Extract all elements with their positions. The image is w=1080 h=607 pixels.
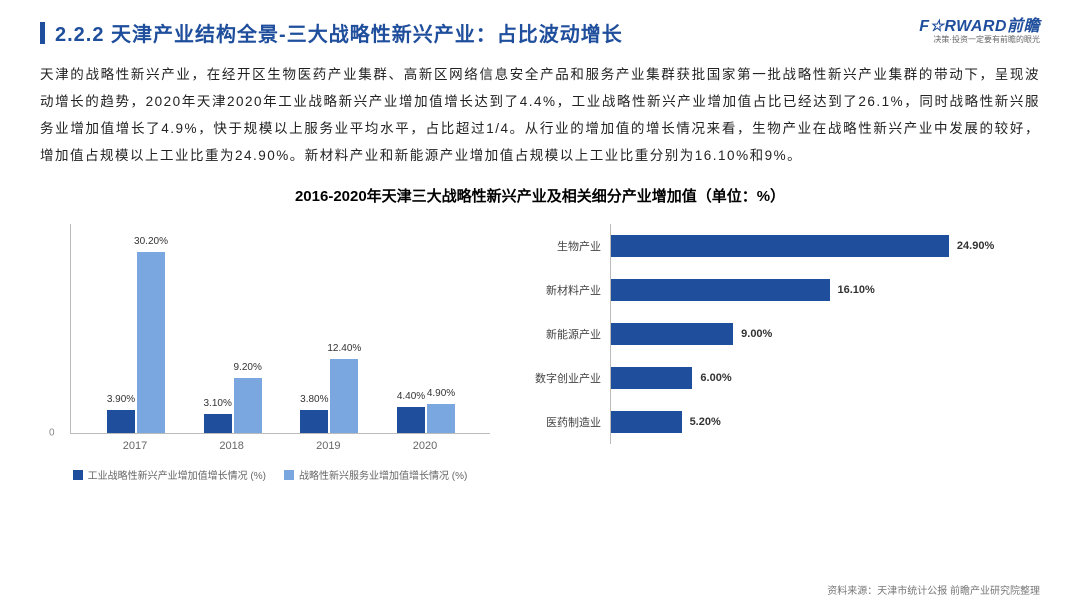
bar-a: 3.10% <box>204 414 232 433</box>
hbar-row: 新能源产业9.00% <box>611 323 772 345</box>
bar-value-label: 3.80% <box>300 394 328 405</box>
x-axis-label: 2019 <box>283 440 373 452</box>
hbar-value-label: 5.20% <box>690 416 721 428</box>
legend-label-b: 战略性新兴服务业增加值增长情况 (%) <box>299 467 467 482</box>
legend-item-a: 工业战略性新兴产业增加值增长情况 (%) <box>73 467 266 482</box>
hbar-row: 数字创业产业6.00% <box>611 367 732 389</box>
legend-swatch-b <box>284 470 294 480</box>
y-tick-0: 0 <box>49 428 55 439</box>
hbar-category: 生物产业 <box>557 238 611 254</box>
hbar-row: 医药制造业5.20% <box>611 411 721 433</box>
hbar-category: 医药制造业 <box>546 414 611 430</box>
hbar-value-label: 6.00% <box>700 372 731 384</box>
logo-main: F☆RWARD前瞻 <box>919 18 1040 36</box>
hbar-row: 生物产业24.90% <box>611 235 994 257</box>
grouped-bar-chart: 0 3.90%30.20%3.10%9.20%3.80%12.40%4.40%4… <box>40 214 500 494</box>
bar-value-label: 30.20% <box>134 236 168 247</box>
hbar-row: 新材料产业16.10% <box>611 279 875 301</box>
bar-value-label: 4.90% <box>427 388 455 399</box>
legend-label-a: 工业战略性新兴产业增加值增长情况 (%) <box>88 467 266 482</box>
title-accent-bar <box>40 22 45 44</box>
bar-group: 4.40%4.90% <box>381 404 471 433</box>
x-axis-label: 2018 <box>187 440 277 452</box>
hbar-chart: 生物产业24.90%新材料产业16.10%新能源产业9.00%数字创业产业6.0… <box>530 214 1040 494</box>
hbar <box>611 235 949 257</box>
bar-b: 12.40% <box>330 359 358 433</box>
legend-swatch-a <box>73 470 83 480</box>
bar-b: 4.90% <box>427 404 455 433</box>
chart-legend: 工业战略性新兴产业增加值增长情况 (%) 战略性新兴服务业增加值增长情况 (%) <box>40 467 500 482</box>
x-axis-label: 2020 <box>380 440 470 452</box>
x-axis-label: 2017 <box>90 440 180 452</box>
hbar-value-label: 16.10% <box>838 284 875 296</box>
hbar <box>611 279 830 301</box>
bar-b: 30.20% <box>137 252 165 433</box>
bar-group: 3.80%12.40% <box>284 359 374 433</box>
page-title: 2.2.2 天津产业结构全景-三大战略性新兴产业：占比波动增长 <box>55 18 623 47</box>
bar-value-label: 12.40% <box>327 343 361 354</box>
legend-item-b: 战略性新兴服务业增加值增长情况 (%) <box>284 467 467 482</box>
title-wrap: 2.2.2 天津产业结构全景-三大战略性新兴产业：占比波动增长 <box>40 18 623 47</box>
plot-area: 生物产业24.90%新材料产业16.10%新能源产业9.00%数字创业产业6.0… <box>610 224 980 444</box>
hbar-category: 新材料产业 <box>546 282 611 298</box>
bar-a: 4.40% <box>397 407 425 433</box>
bar-value-label: 3.10% <box>203 398 231 409</box>
logo: F☆RWARD前瞻 决策·投资一定要有前瞻的眼光 <box>919 18 1040 44</box>
hbar-value-label: 9.00% <box>741 328 772 340</box>
logo-sub: 决策·投资一定要有前瞻的眼光 <box>919 36 1040 45</box>
bar-value-label: 4.40% <box>397 391 425 402</box>
plot-area: 0 3.90%30.20%3.10%9.20%3.80%12.40%4.40%4… <box>70 224 490 434</box>
bar-a: 3.90% <box>107 410 135 433</box>
hbar <box>611 367 692 389</box>
bar-group: 3.10%9.20% <box>188 378 278 433</box>
hbar-category: 数字创业产业 <box>535 370 611 386</box>
header: 2.2.2 天津产业结构全景-三大战略性新兴产业：占比波动增长 F☆RWARD前… <box>0 0 1080 57</box>
bar-value-label: 9.20% <box>233 362 261 373</box>
bar-value-label: 3.90% <box>107 394 135 405</box>
body-paragraph: 天津的战略性新兴产业，在经开区生物医药产业集群、高新区网络信息安全产品和服务产业… <box>0 57 1080 179</box>
chart-title: 2016-2020年天津三大战略性新兴产业及相关细分产业增加值（单位：%） <box>0 185 1080 206</box>
charts-row: 0 3.90%30.20%3.10%9.20%3.80%12.40%4.40%4… <box>0 214 1080 494</box>
hbar-value-label: 24.90% <box>957 240 994 252</box>
bar-group: 3.90%30.20% <box>91 252 181 433</box>
bar-b: 9.20% <box>234 378 262 433</box>
hbar-category: 新能源产业 <box>546 326 611 342</box>
hbar <box>611 323 733 345</box>
hbar <box>611 411 682 433</box>
bar-a: 3.80% <box>300 410 328 433</box>
source-note: 资料来源：天津市统计公报 前瞻产业研究院整理 <box>827 582 1040 597</box>
